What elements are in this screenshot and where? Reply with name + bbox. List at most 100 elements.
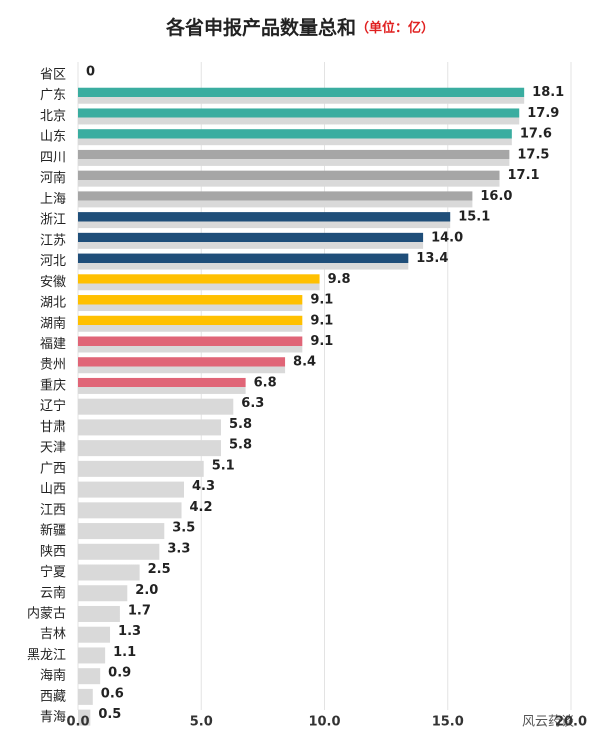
data-label: 0.5 [98, 707, 121, 722]
bar [78, 460, 204, 477]
bar [78, 626, 111, 643]
y-tick-label: 河南 [40, 170, 66, 186]
data-label: 4.3 [192, 479, 215, 494]
y-tick-label: 湖北 [40, 296, 66, 311]
data-label: 5.1 [212, 458, 235, 473]
bar [78, 688, 93, 705]
data-label: 1.1 [113, 645, 136, 660]
y-tick-label: 浙江 [40, 213, 66, 228]
data-label: 17.9 [527, 106, 559, 121]
y-tick-label: 山西 [40, 482, 66, 497]
bar [78, 295, 303, 312]
y-tick-label: 贵州 [40, 358, 66, 373]
data-label: 3.3 [167, 541, 190, 556]
watermark: 风云药谈 [522, 715, 574, 730]
y-tick-label: 天津 [40, 441, 66, 456]
y-tick-label: 新疆 [40, 523, 66, 539]
y-tick-label: 云南 [40, 585, 66, 601]
data-label: 9.1 [310, 293, 333, 308]
x-tick-label: 0.0 [66, 715, 89, 730]
data-label: 15.1 [458, 210, 490, 225]
data-label: 1.3 [118, 624, 141, 639]
y-tick-label: 河北 [40, 254, 66, 269]
chart-title: 各省申报产品数量总和（单位：亿） [165, 16, 434, 39]
subtitle: （单位：亿） [356, 20, 434, 36]
data-label: 13.4 [416, 251, 448, 266]
y-tick-label: 四川 [40, 150, 66, 165]
y-tick-label: 宁夏 [40, 564, 66, 580]
bar [78, 398, 234, 415]
bar [78, 191, 473, 208]
bar [78, 315, 303, 332]
y-tick-label: 青海 [40, 710, 66, 725]
bar [78, 647, 106, 664]
bar [78, 523, 165, 540]
y-tick-label: 北京 [40, 109, 66, 124]
bar [78, 709, 91, 726]
x-tick-label: 20.0 [555, 715, 587, 730]
data-label: 2.0 [135, 583, 158, 598]
bar [78, 585, 128, 602]
bar [78, 357, 286, 374]
bar [78, 149, 510, 166]
y-tick-label: 西藏 [40, 689, 66, 704]
data-label: 2.5 [148, 562, 171, 577]
y-tick-label: 上海 [40, 192, 66, 207]
bar [78, 543, 160, 560]
x-tick-label: 5.0 [190, 715, 213, 730]
bar [78, 605, 120, 622]
x-tick-label: 15.0 [432, 715, 464, 730]
bar [78, 564, 140, 581]
y-tick-label: 广西 [40, 461, 66, 476]
y-tick-label: 福建 [40, 337, 66, 352]
bar [78, 274, 320, 291]
data-label: 0.6 [101, 686, 124, 701]
y-tick-label: 广东 [40, 88, 66, 103]
y-tick-label: 黑龙江 [27, 648, 66, 663]
bar [78, 232, 424, 249]
bar [78, 377, 246, 394]
bar [78, 253, 409, 270]
data-label: 5.8 [229, 417, 252, 432]
data-label: 9.1 [310, 313, 333, 328]
data-label: 6.8 [254, 375, 277, 390]
title: 各省申报产品数量总和 [165, 16, 356, 39]
data-label: 18.1 [532, 85, 564, 100]
y-tick-label: 重庆 [40, 377, 66, 393]
data-label: 0 [86, 65, 95, 80]
data-label: 9.1 [310, 334, 333, 349]
bar [78, 440, 221, 457]
y-tick-label: 江苏 [40, 232, 66, 248]
bar [78, 419, 221, 436]
data-label: 1.7 [128, 603, 151, 618]
bar [78, 87, 525, 104]
y-tick-label: 山东 [40, 130, 66, 145]
bar [78, 108, 520, 125]
data-label: 16.0 [480, 189, 512, 204]
data-label: 14.0 [431, 230, 463, 245]
y-tick-label: 省区 [40, 68, 66, 83]
bar [78, 336, 303, 353]
data-label: 4.2 [190, 500, 213, 515]
bar [78, 212, 451, 229]
data-label: 17.5 [517, 147, 549, 162]
bar [78, 170, 500, 187]
y-tick-label: 江西 [40, 503, 66, 518]
data-label: 9.8 [328, 272, 351, 287]
data-label: 6.3 [241, 396, 264, 411]
data-label: 17.1 [508, 168, 540, 183]
bar [78, 668, 101, 685]
y-tick-label: 内蒙古 [27, 605, 66, 621]
y-tick-label: 海南 [40, 668, 66, 684]
data-label: 8.4 [293, 355, 316, 370]
data-label: 5.8 [229, 438, 252, 453]
y-tick-label: 湖南 [40, 315, 66, 331]
y-tick-label: 辽宁 [40, 398, 66, 414]
data-label: 0.9 [108, 666, 131, 681]
data-label: 17.6 [520, 127, 552, 142]
bar [78, 129, 512, 146]
y-tick-label: 陕西 [40, 544, 66, 559]
x-tick-label: 10.0 [308, 715, 340, 730]
data-label: 3.5 [172, 521, 195, 536]
